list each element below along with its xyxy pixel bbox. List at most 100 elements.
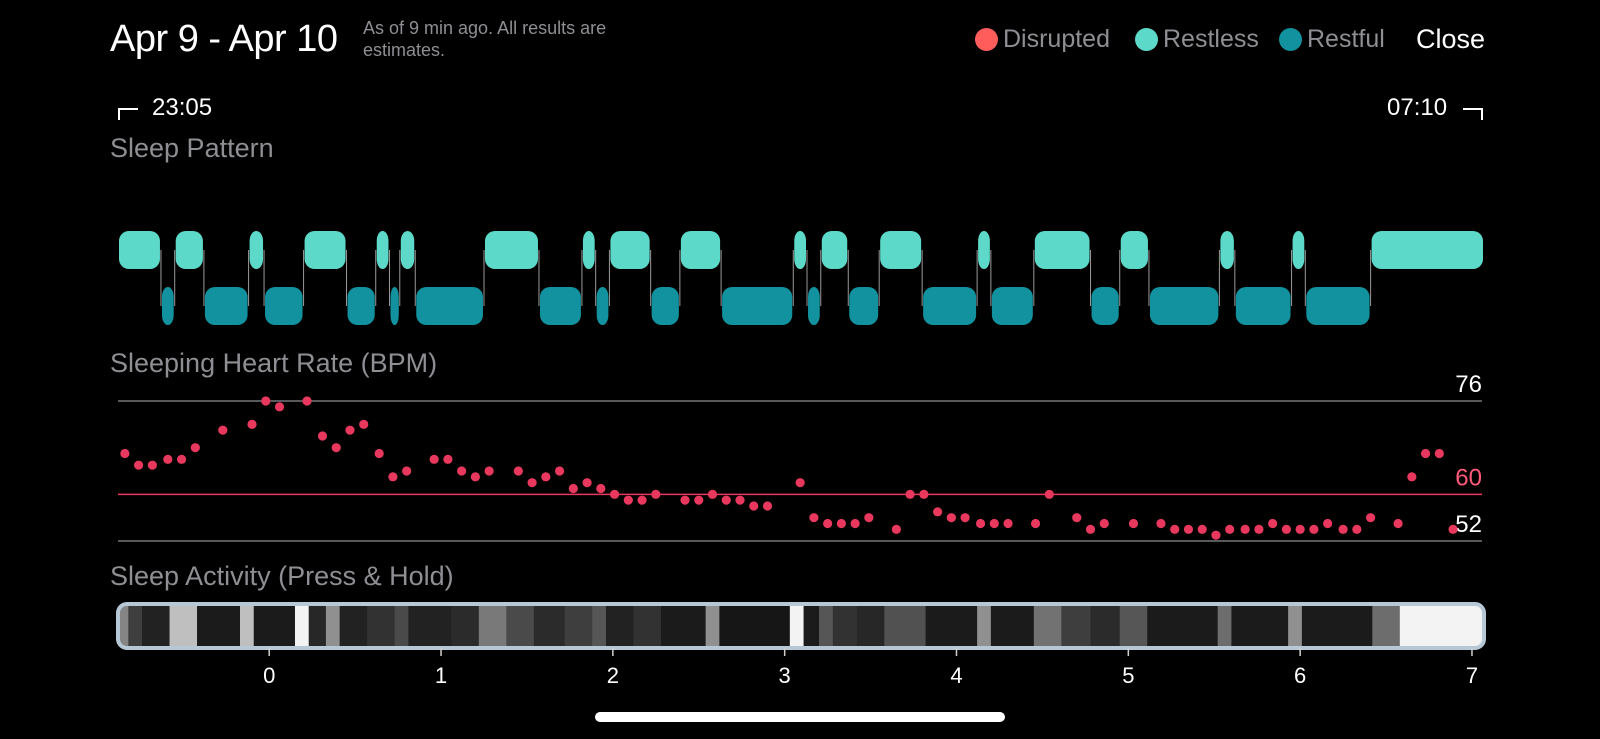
sleep-stage-restless: [978, 231, 990, 269]
activity-cell: [197, 604, 241, 648]
activity-cell: [1090, 604, 1121, 648]
activity-cell: [1147, 604, 1219, 648]
activity-cell: [719, 604, 791, 648]
activity-cell: [394, 604, 409, 648]
activity-cell: [705, 604, 720, 648]
end-bracket-icon: [1463, 108, 1483, 120]
sleep-stage-restless: [1120, 231, 1148, 269]
activity-cell: [506, 604, 535, 648]
end-time: 07:10: [1387, 94, 1448, 121]
sleep-stage-restful: [808, 287, 820, 325]
sleep-stage-restless: [680, 231, 721, 269]
activity-cell: [1399, 604, 1484, 648]
x-tick-label: 1: [435, 663, 447, 688]
activity-cell: [819, 604, 834, 648]
sleep-stage-restful: [390, 287, 399, 325]
activity-cell: [451, 604, 480, 648]
start-bracket-icon: [118, 108, 138, 120]
sleep-activity-label: Sleep Activity (Press & Hold): [110, 561, 454, 591]
activity-cell: [142, 604, 171, 648]
x-tick-label: 6: [1294, 663, 1306, 688]
sleep-stage-restful: [722, 287, 793, 325]
activity-cell: [325, 604, 341, 648]
x-tick-label: 2: [607, 663, 619, 688]
activity-cell: [478, 604, 507, 648]
activity-cell: [239, 604, 255, 648]
sleep-stage-restless: [794, 231, 807, 269]
disrupted-dot-icon: [975, 28, 998, 51]
legend: Disrupted Restless Restful Close: [0, 0, 1600, 60]
close-button[interactable]: Close: [1416, 24, 1486, 54]
sleep-stage-restful: [1091, 287, 1119, 325]
sleep-stage-restless: [175, 231, 203, 269]
sleep-stage-restful: [1149, 287, 1219, 325]
sleep-stage-restful: [539, 287, 581, 325]
home-indicator[interactable]: [595, 712, 1005, 722]
activity-cell: [1372, 604, 1401, 648]
sleep-stage-restless: [610, 231, 650, 269]
sleep-pattern-label: Sleep Pattern: [110, 133, 274, 163]
sleep-stage-restless: [1371, 231, 1483, 269]
sleep-stage-restful: [1306, 287, 1370, 325]
sleep-stage-restless: [1220, 231, 1234, 269]
sleep-stage-restless: [484, 231, 538, 269]
activity-cell: [253, 604, 296, 648]
activity-cell: [1288, 604, 1303, 648]
activity-cell: [408, 604, 452, 648]
activity-cell: [633, 604, 662, 648]
sleep-stage-restless: [880, 231, 922, 269]
date-range-title: Apr 9 - Apr 10: [110, 18, 338, 60]
sleep-stage-restless: [821, 231, 848, 269]
sleep-stage-restful: [265, 287, 303, 325]
sleep-stage-restless: [376, 231, 389, 269]
activity-cell: [294, 604, 310, 648]
x-tick-label: 4: [950, 663, 962, 688]
activity-cell: [533, 604, 566, 648]
activity-cell: [367, 604, 396, 648]
activity-cell: [884, 604, 927, 648]
sleep-stage-restless: [582, 231, 595, 269]
sleep-stage-restless: [1292, 231, 1305, 269]
activity-cell: [118, 604, 129, 648]
activity-cell: [169, 604, 198, 648]
activity-cell: [803, 604, 820, 648]
heart-rate-label: Sleeping Heart Rate (BPM): [110, 348, 438, 378]
sleep-stage-restful: [347, 287, 375, 325]
activity-cell: [564, 604, 593, 648]
activity-cell: [789, 604, 805, 648]
restless-dot-icon: [1135, 28, 1158, 51]
activity-cell: [856, 604, 885, 648]
activity-cell: [1301, 604, 1373, 648]
sleep-stage-restful: [596, 287, 609, 325]
activity-cell: [1061, 604, 1092, 648]
estimate-note: As of 9 min ago. All results are estimat…: [363, 18, 607, 60]
legend-label-disrupted: Disrupted: [1003, 25, 1110, 53]
sleep-stage-restless: [400, 231, 415, 269]
sleep-stage-restful: [204, 287, 248, 325]
activity-cell: [339, 604, 368, 648]
activity-cell: [660, 604, 707, 648]
activity-cell: [1033, 604, 1062, 648]
restful-dot-icon: [1279, 28, 1302, 51]
activity-cell: [308, 604, 327, 648]
start-time: 23:05: [152, 94, 213, 121]
activity-cell: [925, 604, 978, 648]
sleep-stage-restless: [304, 231, 346, 269]
sleep-stage-restful: [991, 287, 1033, 325]
sleep-stage-restful: [923, 287, 977, 325]
x-tick-label: 0: [263, 663, 275, 688]
activity-bar-frame: [116, 602, 1486, 650]
activity-cell: [1119, 604, 1148, 648]
sleep-stage-restful: [416, 287, 483, 325]
legend-label-restful: Restful: [1307, 25, 1385, 53]
x-tick-label: 7: [1466, 663, 1478, 688]
sleep-stage-restful: [651, 287, 679, 325]
activity-cell: [990, 604, 1035, 648]
activity-cell: [128, 604, 143, 648]
activity-cell: [605, 604, 634, 648]
sleep-stage-restful: [1235, 287, 1291, 325]
legend-label-restless: Restless: [1163, 25, 1259, 53]
x-tick-label: 5: [1122, 663, 1134, 688]
